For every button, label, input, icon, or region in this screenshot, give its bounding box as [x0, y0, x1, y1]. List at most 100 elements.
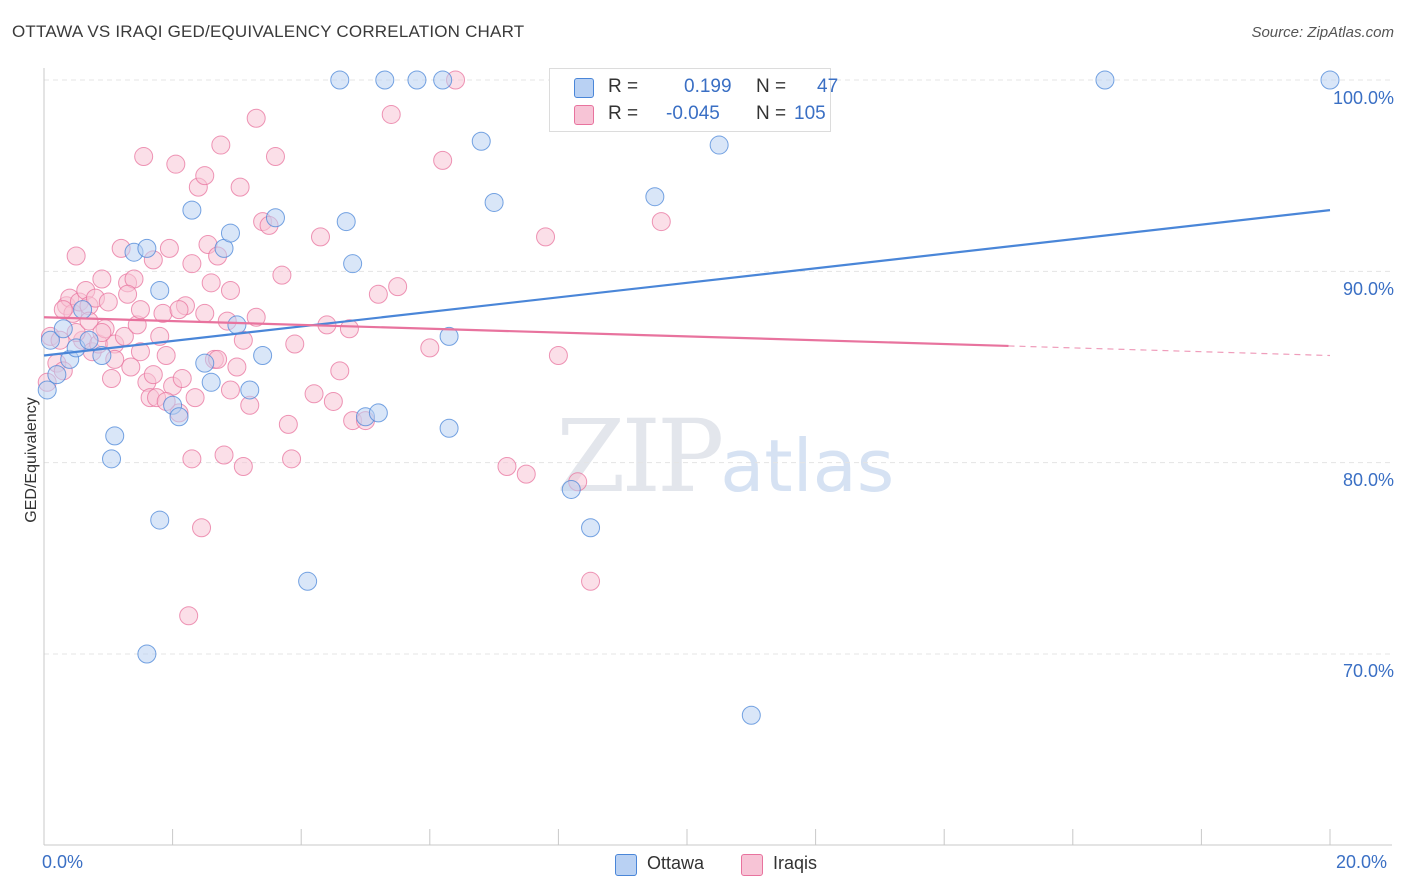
iraqis-point [220, 280, 240, 300]
legend-label: Iraqis [773, 853, 818, 873]
iraqis-trend-extension [1008, 345, 1331, 357]
ottawa-point [73, 300, 93, 320]
ottawa-point [53, 319, 73, 339]
ottawa-point [40, 330, 60, 350]
iraqis-point [581, 571, 601, 591]
iraqis-point [182, 254, 202, 274]
chart-title: OTTAWA VS IRAQI GED/EQUIVALENCY CORRELAT… [12, 22, 525, 41]
ottawa-point [37, 380, 57, 400]
x-tick-label: 20.0% [1336, 852, 1388, 872]
iraqis-point [516, 464, 536, 484]
iraqis-point [211, 135, 231, 155]
iraqis-point [159, 238, 179, 258]
iraqis-point [53, 300, 73, 320]
iraqis-point [278, 414, 298, 434]
ottawa-point [137, 238, 157, 258]
iraqis-point [420, 338, 440, 358]
ottawa-point [253, 346, 273, 366]
iraqis-point [339, 319, 359, 339]
iraqis-point [130, 342, 150, 362]
iraqis-point [127, 315, 147, 335]
iraqis-point [214, 445, 234, 465]
ottawa-point [201, 372, 221, 392]
iraqis-point [323, 391, 343, 411]
iraqis-point [310, 227, 330, 247]
r-label: R = [608, 76, 639, 97]
y-axis-label: GED/Equivalency [23, 397, 40, 523]
iraqis-swatch [574, 105, 594, 125]
n-value: 47 [817, 76, 839, 97]
ottawa-point [484, 192, 504, 212]
ottawa-point [407, 70, 427, 90]
ottawa-point [47, 365, 67, 385]
n-label: N = [756, 76, 787, 97]
ottawa-point [1095, 70, 1115, 90]
iraqis-point [536, 227, 556, 247]
iraqis-point [433, 150, 453, 170]
iraqis-point [201, 273, 221, 293]
iraqis-point [143, 365, 163, 385]
ottawa-point [343, 254, 363, 274]
ottawa-point [105, 426, 125, 446]
ottawa-point [1320, 70, 1340, 90]
iraqis-point [179, 606, 199, 626]
iraqis-point [388, 277, 408, 297]
ottawa-point [169, 407, 189, 427]
iraqis-legend-swatch [741, 854, 763, 876]
iraqis-point [330, 361, 350, 381]
iraqis-point [185, 388, 205, 408]
ottawa-legend-swatch [615, 854, 637, 876]
ottawa-point [150, 510, 170, 530]
iraqis-point [130, 300, 150, 320]
iraqis-point [381, 104, 401, 124]
iraqis-point [98, 292, 118, 312]
iraqis-point [102, 368, 122, 388]
legend-label: Ottawa [647, 853, 705, 873]
ottawa-point [227, 315, 247, 335]
ottawa-point [182, 200, 202, 220]
ottawa-point [375, 70, 395, 90]
iraqis-point [192, 518, 212, 538]
iraqis-point [156, 346, 176, 366]
n-label: N = [756, 103, 787, 124]
trend-lines [43, 209, 1331, 357]
iraqis-point [169, 300, 189, 320]
axes [43, 68, 1392, 846]
ottawa-point [336, 212, 356, 232]
ottawa-point [195, 353, 215, 373]
iraqis-point [272, 265, 292, 285]
ottawa-point [561, 479, 581, 499]
iraqis-point [304, 384, 324, 404]
ottawa-point [471, 131, 491, 151]
ottawa-point [102, 449, 122, 469]
iraqis-point [195, 303, 215, 323]
iraqis-trend-line [43, 316, 1009, 348]
iraqis-point [118, 284, 138, 304]
iraqis-point [548, 346, 568, 366]
iraqis-point [285, 334, 305, 354]
y-tick-label: 70.0% [1342, 661, 1394, 681]
series-iraqis-points [37, 70, 671, 626]
iraqis-point [172, 368, 192, 388]
iraqis-point [246, 307, 266, 327]
ottawa-point [645, 187, 665, 207]
ottawa-point [137, 644, 157, 664]
ottawa-point [330, 70, 350, 90]
iraqis-point [368, 284, 388, 304]
iraqis-point [182, 449, 202, 469]
ottawa-trend-line [43, 209, 1331, 357]
iraqis-point [651, 212, 671, 232]
iraqis-point [92, 269, 112, 289]
stats-legend: R = 0.199 N = 47 R = -0.045 N = 105 [549, 68, 838, 132]
iraqis-point [227, 357, 247, 377]
ottawa-point [581, 518, 601, 538]
ottawa-point [298, 571, 318, 591]
ottawa-point [741, 705, 761, 725]
iraqis-point [195, 166, 215, 186]
r-value: -0.045 [666, 103, 720, 124]
ottawa-point [433, 70, 453, 90]
ottawa-point [439, 418, 459, 438]
ottawa-point [79, 330, 99, 350]
watermark-atlas: atlas [720, 424, 895, 508]
